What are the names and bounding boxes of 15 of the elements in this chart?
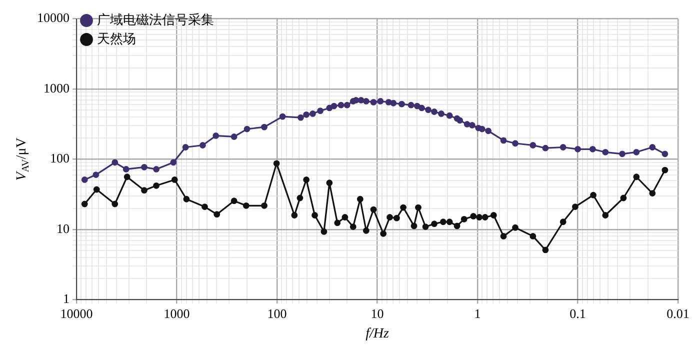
y-tick-label: 10000: [37, 10, 70, 26]
x-tick-label: 1000: [164, 306, 190, 321]
x-tick-label: 100: [267, 306, 287, 321]
y-tick-label: 10: [56, 220, 70, 236]
y-axis-title: VAV/μV: [14, 138, 32, 181]
x-tick-label: 0.1: [570, 306, 586, 321]
x-tick-label: 1: [474, 306, 481, 321]
x-tick-label: 0.01: [666, 306, 690, 321]
y-tick-label: 1000: [44, 80, 70, 96]
y-tick-label: 1: [63, 291, 70, 306]
y-tick-label: 100: [50, 150, 70, 166]
legend-label: 天然场: [97, 30, 136, 46]
x-tick-label: 10: [370, 306, 384, 321]
legend-label: 广域电磁法信号采集: [97, 12, 214, 27]
x-axis-title: f/Hz: [366, 326, 390, 342]
